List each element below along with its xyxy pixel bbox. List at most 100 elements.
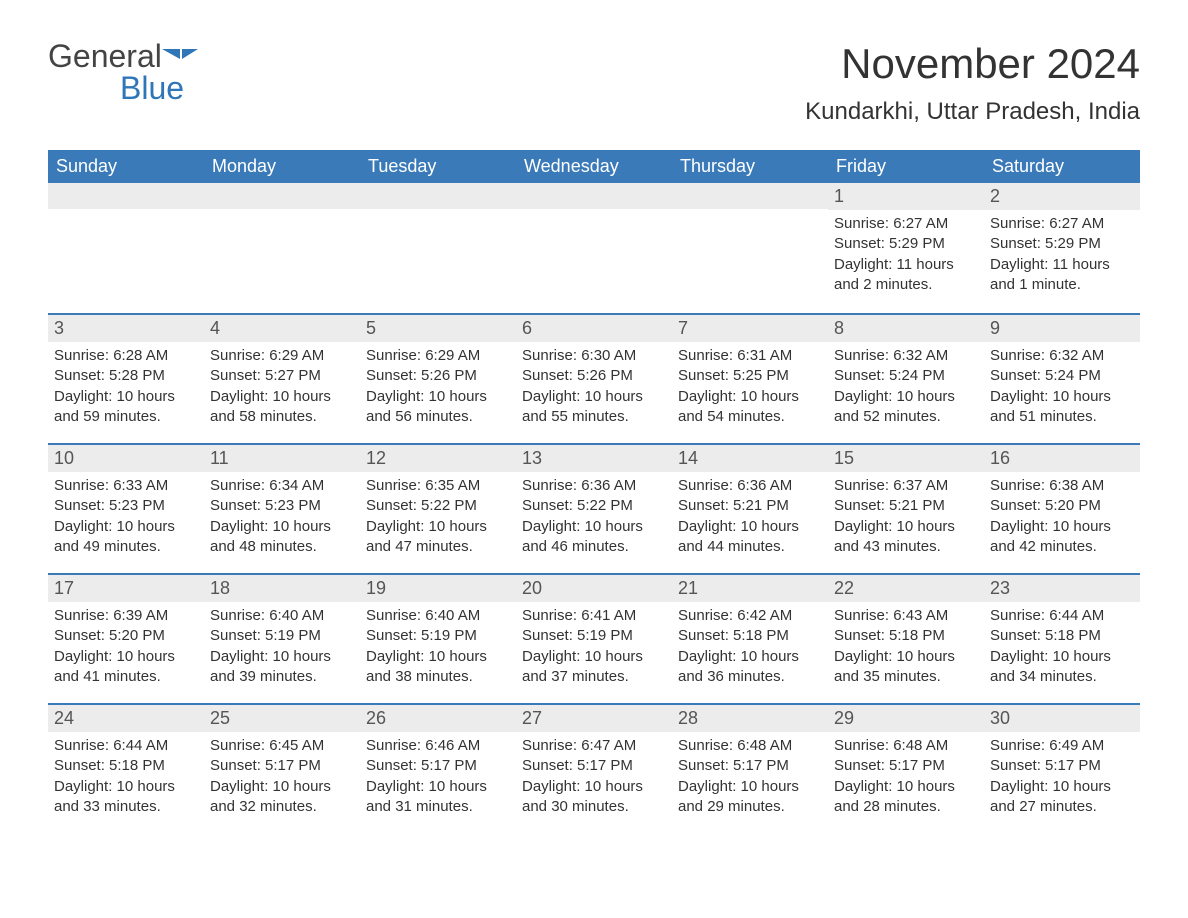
- cell-body: Sunrise: 6:36 AMSunset: 5:22 PMDaylight:…: [516, 472, 672, 567]
- calendar-cell-empty: [48, 183, 204, 313]
- header: General Blue November 2024 Kundarkhi, Ut…: [48, 40, 1140, 126]
- sunset-text: Sunset: 5:23 PM: [210, 496, 354, 516]
- sunrise-text: Sunrise: 6:36 AM: [522, 476, 666, 496]
- calendar-cell: 8Sunrise: 6:32 AMSunset: 5:24 PMDaylight…: [828, 315, 984, 443]
- calendar-cell: 26Sunrise: 6:46 AMSunset: 5:17 PMDayligh…: [360, 705, 516, 833]
- cell-body: Sunrise: 6:36 AMSunset: 5:21 PMDaylight:…: [672, 472, 828, 567]
- calendar-cell-empty: [672, 183, 828, 313]
- cell-body: Sunrise: 6:44 AMSunset: 5:18 PMDaylight:…: [48, 732, 204, 827]
- day-number: 15: [828, 445, 984, 472]
- daylight-text: Daylight: 10 hours and 52 minutes.: [834, 387, 978, 428]
- calendar-cell: 24Sunrise: 6:44 AMSunset: 5:18 PMDayligh…: [48, 705, 204, 833]
- calendar-cell: 1Sunrise: 6:27 AMSunset: 5:29 PMDaylight…: [828, 183, 984, 313]
- day-number: [672, 183, 828, 209]
- calendar-cell: 6Sunrise: 6:30 AMSunset: 5:26 PMDaylight…: [516, 315, 672, 443]
- cell-body: Sunrise: 6:38 AMSunset: 5:20 PMDaylight:…: [984, 472, 1140, 567]
- sunrise-text: Sunrise: 6:42 AM: [678, 606, 822, 626]
- sunset-text: Sunset: 5:24 PM: [990, 366, 1134, 386]
- daylight-text: Daylight: 10 hours and 44 minutes.: [678, 517, 822, 558]
- calendar-cell: 14Sunrise: 6:36 AMSunset: 5:21 PMDayligh…: [672, 445, 828, 573]
- calendar-cell: 29Sunrise: 6:48 AMSunset: 5:17 PMDayligh…: [828, 705, 984, 833]
- calendar-cell: 22Sunrise: 6:43 AMSunset: 5:18 PMDayligh…: [828, 575, 984, 703]
- sunset-text: Sunset: 5:29 PM: [990, 234, 1134, 254]
- logo-word-1: General: [48, 38, 162, 74]
- sunrise-text: Sunrise: 6:44 AM: [54, 736, 198, 756]
- calendar-cell-empty: [360, 183, 516, 313]
- weeks-container: 1Sunrise: 6:27 AMSunset: 5:29 PMDaylight…: [48, 183, 1140, 833]
- sunrise-text: Sunrise: 6:40 AM: [366, 606, 510, 626]
- sunrise-text: Sunrise: 6:27 AM: [990, 214, 1134, 234]
- cell-body: Sunrise: 6:45 AMSunset: 5:17 PMDaylight:…: [204, 732, 360, 827]
- cell-body: Sunrise: 6:44 AMSunset: 5:18 PMDaylight:…: [984, 602, 1140, 697]
- sunrise-text: Sunrise: 6:43 AM: [834, 606, 978, 626]
- sunrise-text: Sunrise: 6:48 AM: [834, 736, 978, 756]
- sunrise-text: Sunrise: 6:40 AM: [210, 606, 354, 626]
- cell-body: Sunrise: 6:28 AMSunset: 5:28 PMDaylight:…: [48, 342, 204, 437]
- day-number: 30: [984, 705, 1140, 732]
- day-number: 14: [672, 445, 828, 472]
- sunrise-text: Sunrise: 6:46 AM: [366, 736, 510, 756]
- day-number: 3: [48, 315, 204, 342]
- day-header: Thursday: [672, 150, 828, 183]
- calendar-cell: 9Sunrise: 6:32 AMSunset: 5:24 PMDaylight…: [984, 315, 1140, 443]
- sunrise-text: Sunrise: 6:33 AM: [54, 476, 198, 496]
- cell-body: Sunrise: 6:27 AMSunset: 5:29 PMDaylight:…: [984, 210, 1140, 305]
- day-number: 26: [360, 705, 516, 732]
- calendar-cell: 28Sunrise: 6:48 AMSunset: 5:17 PMDayligh…: [672, 705, 828, 833]
- sunrise-text: Sunrise: 6:44 AM: [990, 606, 1134, 626]
- daylight-text: Daylight: 11 hours and 1 minute.: [990, 255, 1134, 296]
- calendar-cell: 13Sunrise: 6:36 AMSunset: 5:22 PMDayligh…: [516, 445, 672, 573]
- day-number: 13: [516, 445, 672, 472]
- cell-body: Sunrise: 6:34 AMSunset: 5:23 PMDaylight:…: [204, 472, 360, 567]
- sunrise-text: Sunrise: 6:37 AM: [834, 476, 978, 496]
- daylight-text: Daylight: 10 hours and 48 minutes.: [210, 517, 354, 558]
- cell-body: Sunrise: 6:39 AMSunset: 5:20 PMDaylight:…: [48, 602, 204, 697]
- sunset-text: Sunset: 5:25 PM: [678, 366, 822, 386]
- sunrise-text: Sunrise: 6:32 AM: [990, 346, 1134, 366]
- week-row: 17Sunrise: 6:39 AMSunset: 5:20 PMDayligh…: [48, 573, 1140, 703]
- daylight-text: Daylight: 10 hours and 28 minutes.: [834, 777, 978, 818]
- daylight-text: Daylight: 10 hours and 55 minutes.: [522, 387, 666, 428]
- calendar-cell: 23Sunrise: 6:44 AMSunset: 5:18 PMDayligh…: [984, 575, 1140, 703]
- cell-body: Sunrise: 6:37 AMSunset: 5:21 PMDaylight:…: [828, 472, 984, 567]
- cell-body: Sunrise: 6:30 AMSunset: 5:26 PMDaylight:…: [516, 342, 672, 437]
- sunset-text: Sunset: 5:17 PM: [210, 756, 354, 776]
- sunset-text: Sunset: 5:20 PM: [990, 496, 1134, 516]
- sunrise-text: Sunrise: 6:29 AM: [366, 346, 510, 366]
- day-number: 28: [672, 705, 828, 732]
- cell-body: Sunrise: 6:29 AMSunset: 5:27 PMDaylight:…: [204, 342, 360, 437]
- calendar-cell: 5Sunrise: 6:29 AMSunset: 5:26 PMDaylight…: [360, 315, 516, 443]
- sunset-text: Sunset: 5:28 PM: [54, 366, 198, 386]
- day-number: 17: [48, 575, 204, 602]
- day-header: Monday: [204, 150, 360, 183]
- sunset-text: Sunset: 5:26 PM: [366, 366, 510, 386]
- cell-body: Sunrise: 6:49 AMSunset: 5:17 PMDaylight:…: [984, 732, 1140, 827]
- daylight-text: Daylight: 10 hours and 49 minutes.: [54, 517, 198, 558]
- sunrise-text: Sunrise: 6:28 AM: [54, 346, 198, 366]
- day-number: [516, 183, 672, 209]
- daylight-text: Daylight: 10 hours and 34 minutes.: [990, 647, 1134, 688]
- calendar-cell: 2Sunrise: 6:27 AMSunset: 5:29 PMDaylight…: [984, 183, 1140, 313]
- day-header: Saturday: [984, 150, 1140, 183]
- day-number: 1: [828, 183, 984, 210]
- daylight-text: Daylight: 10 hours and 36 minutes.: [678, 647, 822, 688]
- sunrise-text: Sunrise: 6:27 AM: [834, 214, 978, 234]
- logo-word-2: Blue: [120, 70, 184, 106]
- month-title: November 2024: [805, 40, 1140, 88]
- sunrise-text: Sunrise: 6:34 AM: [210, 476, 354, 496]
- sunset-text: Sunset: 5:17 PM: [366, 756, 510, 776]
- daylight-text: Daylight: 10 hours and 30 minutes.: [522, 777, 666, 818]
- daylight-text: Daylight: 10 hours and 38 minutes.: [366, 647, 510, 688]
- daylight-text: Daylight: 10 hours and 39 minutes.: [210, 647, 354, 688]
- daylight-text: Daylight: 10 hours and 56 minutes.: [366, 387, 510, 428]
- week-row: 3Sunrise: 6:28 AMSunset: 5:28 PMDaylight…: [48, 313, 1140, 443]
- sunrise-text: Sunrise: 6:29 AM: [210, 346, 354, 366]
- day-number: 10: [48, 445, 204, 472]
- day-number: 18: [204, 575, 360, 602]
- sunset-text: Sunset: 5:17 PM: [990, 756, 1134, 776]
- calendar-cell-empty: [204, 183, 360, 313]
- daylight-text: Daylight: 10 hours and 47 minutes.: [366, 517, 510, 558]
- calendar-cell: 20Sunrise: 6:41 AMSunset: 5:19 PMDayligh…: [516, 575, 672, 703]
- daylight-text: Daylight: 10 hours and 58 minutes.: [210, 387, 354, 428]
- day-number: 4: [204, 315, 360, 342]
